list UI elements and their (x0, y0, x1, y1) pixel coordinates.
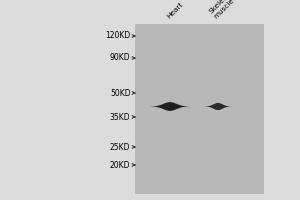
Text: 50KD: 50KD (110, 88, 130, 98)
Text: 25KD: 25KD (110, 142, 130, 152)
Text: 35KD: 35KD (110, 112, 130, 121)
Text: Heart: Heart (165, 1, 184, 20)
Text: 20KD: 20KD (110, 160, 130, 170)
Text: 120KD: 120KD (105, 31, 130, 40)
Text: 90KD: 90KD (110, 53, 130, 62)
Text: Skeletal
muscle: Skeletal muscle (208, 0, 238, 20)
Bar (135, 24, 264, 194)
